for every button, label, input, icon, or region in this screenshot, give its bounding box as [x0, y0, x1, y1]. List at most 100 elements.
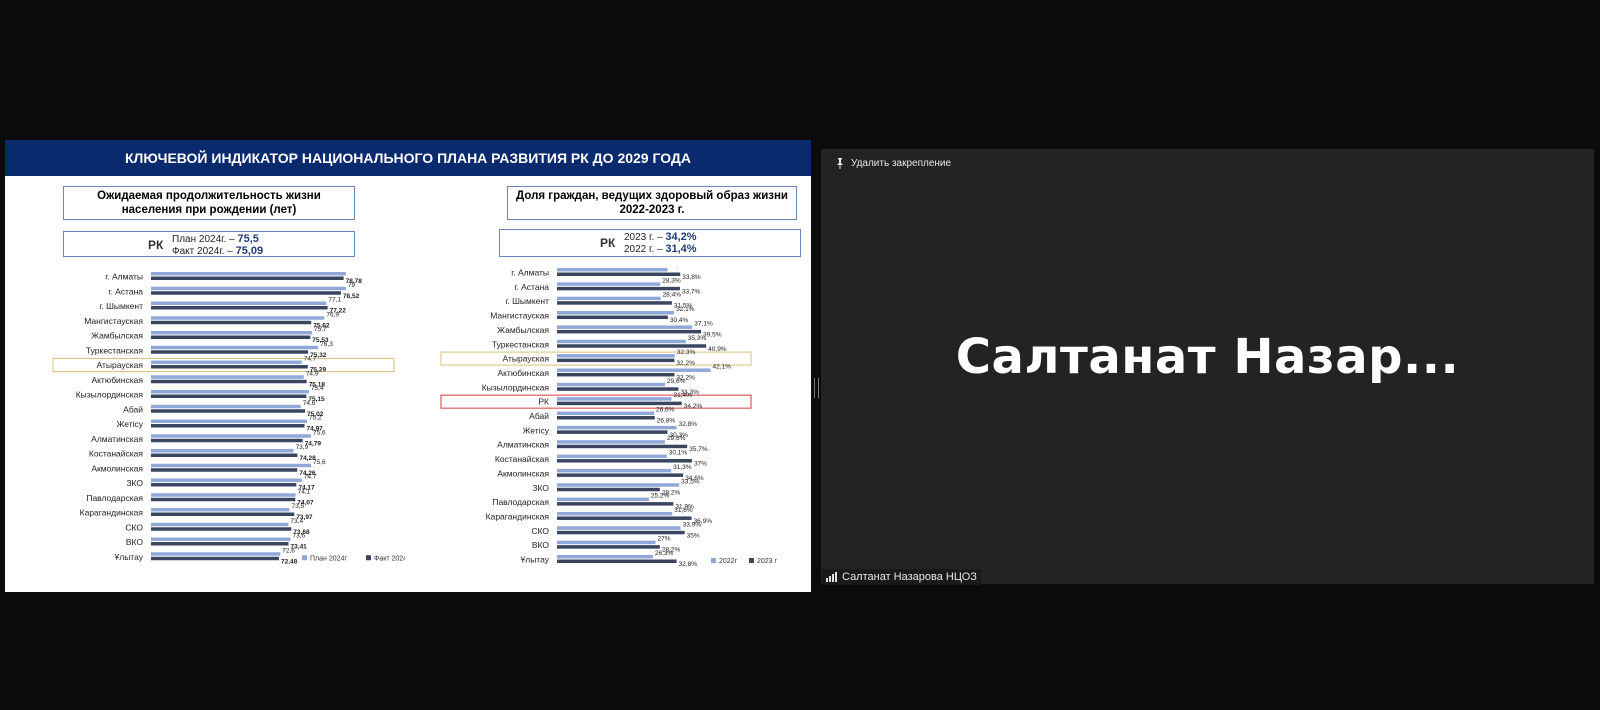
data-label: 39,5%: [703, 331, 722, 338]
data-label: 76,3: [320, 341, 333, 348]
left-title-line1: Ожидаемая продолжительность жизни: [97, 190, 321, 202]
category-label: Атырауская: [503, 354, 550, 364]
data-label: 74,9: [306, 370, 319, 377]
slide-header: КЛЮЧЕВОЙ ИНДИКАТОР НАЦИОНАЛЬНОГО ПЛАНА Р…: [5, 140, 811, 176]
data-label: 31,4%: [674, 392, 693, 399]
bar: [151, 360, 302, 364]
category-label: ЗКО: [126, 478, 143, 488]
bar: [557, 459, 692, 463]
data-label: 37,1%: [694, 320, 713, 327]
split-divider-handle[interactable]: [814, 378, 819, 398]
bar: [151, 453, 298, 457]
category-label: СКО: [531, 526, 549, 536]
bar: [151, 478, 302, 482]
data-label: 28,3%: [662, 277, 681, 284]
category-label: Атырауская: [97, 360, 144, 370]
data-label: 79: [348, 282, 356, 289]
bar: [557, 397, 672, 401]
category-label: Карагандинская: [486, 511, 550, 521]
data-label: 75,7: [314, 326, 327, 333]
pin-icon: [837, 158, 843, 169]
bar: [151, 276, 344, 280]
category-label: Павлодарская: [86, 493, 143, 503]
category-label: Жетісу: [117, 419, 144, 429]
data-label: 32,2%: [676, 374, 695, 381]
bar: [557, 286, 680, 291]
data-label: 30,1%: [669, 450, 688, 457]
category-label: СКО: [125, 522, 143, 532]
data-label: 74,1: [298, 488, 311, 495]
bar: [151, 419, 307, 423]
bar: [557, 372, 675, 377]
right-title-line2: 2022-2023 г.: [619, 204, 685, 216]
bar: [151, 331, 313, 335]
highlight-box: [52, 358, 395, 372]
category-label: Ұлытау: [521, 555, 550, 565]
category-label: Мангистауская: [490, 311, 549, 321]
left-fact-line: Факт 2024г. – 75,09: [172, 245, 263, 257]
category-label: Жетісу: [523, 425, 550, 435]
data-label: 79: [348, 272, 356, 274]
data-label: 75,15: [308, 396, 325, 403]
speaker-name-display: Салтанат Назар...: [955, 329, 1460, 385]
data-label: 74,6: [303, 400, 316, 407]
category-label: Актюбинская: [497, 368, 549, 378]
right-2022-prefix: 2022 г. –: [624, 244, 666, 255]
bar: [557, 382, 665, 387]
data-label: 76,9: [326, 311, 339, 318]
bar: [557, 401, 682, 406]
bar: [557, 545, 660, 549]
bar: [151, 449, 294, 453]
category-label: ВКО: [126, 537, 144, 547]
bar: [557, 272, 681, 276]
data-label: 74,79: [305, 440, 322, 447]
data-label: 28,2%: [662, 547, 681, 554]
participant-name-tag: Салтанат Назарова НЦОЗ: [822, 569, 981, 585]
bar: [557, 358, 675, 363]
data-label: 32,2%: [676, 360, 695, 367]
legend-swatch: [302, 555, 307, 561]
bar: [557, 329, 702, 334]
bar: [151, 301, 327, 305]
bar: [557, 339, 686, 344]
category-label: Павлодарская: [492, 497, 549, 507]
right-rk-label: РК: [600, 236, 616, 250]
bar: [557, 282, 661, 286]
data-label: 75,29: [310, 367, 327, 374]
data-label: 75,62: [313, 322, 330, 329]
right-2022-line: 2022 г. – 31,4%: [624, 243, 697, 255]
signal-bars-icon: [826, 572, 837, 582]
right-2023-value: 34,2%: [665, 231, 697, 243]
data-label: 26,8%: [657, 418, 676, 425]
legend-swatch: [366, 555, 371, 561]
category-label: Костанайская: [89, 449, 144, 459]
bar: [151, 424, 305, 428]
bar: [151, 483, 297, 487]
data-label: 72,48: [281, 558, 298, 565]
data-label: 73,68: [293, 529, 310, 536]
data-label: 31,3%: [673, 464, 692, 471]
data-label: 75,4: [311, 385, 324, 392]
data-label: 77,1: [328, 297, 341, 304]
unpin-label: Удалить закрепление: [851, 158, 952, 169]
category-label: Костанайская: [495, 454, 550, 464]
bar: [557, 344, 707, 348]
data-label: 35%: [687, 532, 700, 539]
right-rk-box: РК 2023 г. – 34,2% 2022 г. – 31,4%: [499, 229, 801, 257]
category-label: Туркестанская: [86, 345, 143, 355]
data-label: 29,6%: [667, 378, 686, 385]
unpin-button[interactable]: Удалить закрепление: [835, 158, 951, 169]
bar: [151, 463, 311, 468]
participant-name: Салтанат Назарова НЦОЗ: [842, 571, 977, 583]
bar: [557, 530, 685, 535]
bar: [557, 454, 667, 459]
category-label: Абай: [529, 411, 549, 421]
data-label: 74,07: [297, 499, 314, 506]
bar: [557, 487, 660, 492]
bar: [557, 296, 661, 301]
bar: [557, 444, 688, 449]
bar: [151, 512, 295, 516]
data-label: 75,32: [310, 352, 327, 359]
data-label: 31,5%: [674, 303, 693, 310]
category-label: Абай: [123, 404, 143, 414]
